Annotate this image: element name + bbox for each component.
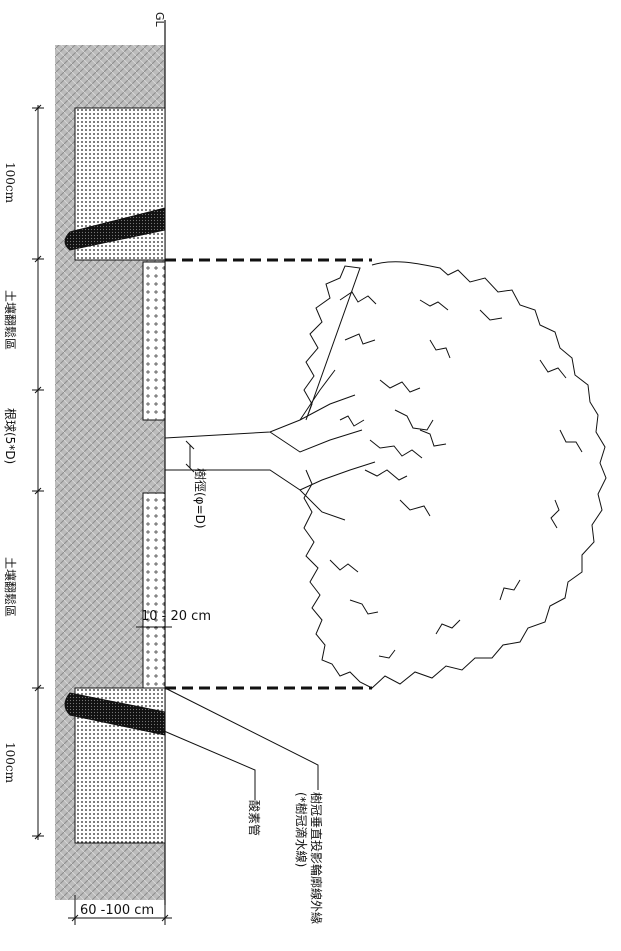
left-dimension [32,104,44,840]
root-ball-label: 根球(5*D) [3,408,17,464]
loosen-top-label: 土壤翻鬆區 [3,290,18,350]
trunk-diameter-label: 樹徑(φ=D) [193,468,207,529]
gl-label: GL [153,12,166,28]
bottom-100cm-label: 100cm [3,742,17,784]
dripline-label: 樹冠垂直投影輪廓線外緣 [309,792,324,924]
canopy-projection-lines [165,258,372,690]
tree-canopy-outline [164,261,607,689]
top-100cm-label: 100cm [3,162,17,204]
depth-label: 60 -100 cm [80,903,154,918]
loosen-zone-top [142,261,166,421]
oxygen-pipe-icon [64,207,166,736]
depth-dimension [68,895,172,925]
gap-label: 10 - 20 cm [141,609,211,624]
dripline-note-label: (*樹冠滴水線) [294,792,309,867]
oxygen-pipe-label: 酸素管 [247,800,262,836]
trunk-diameter-marker [185,440,195,473]
loosen-zone-bottom [142,492,166,689]
leader-lines [149,687,319,800]
gap-marker [136,620,172,634]
loosen-bottom-label: 土壤翻鬆區 [3,557,18,617]
